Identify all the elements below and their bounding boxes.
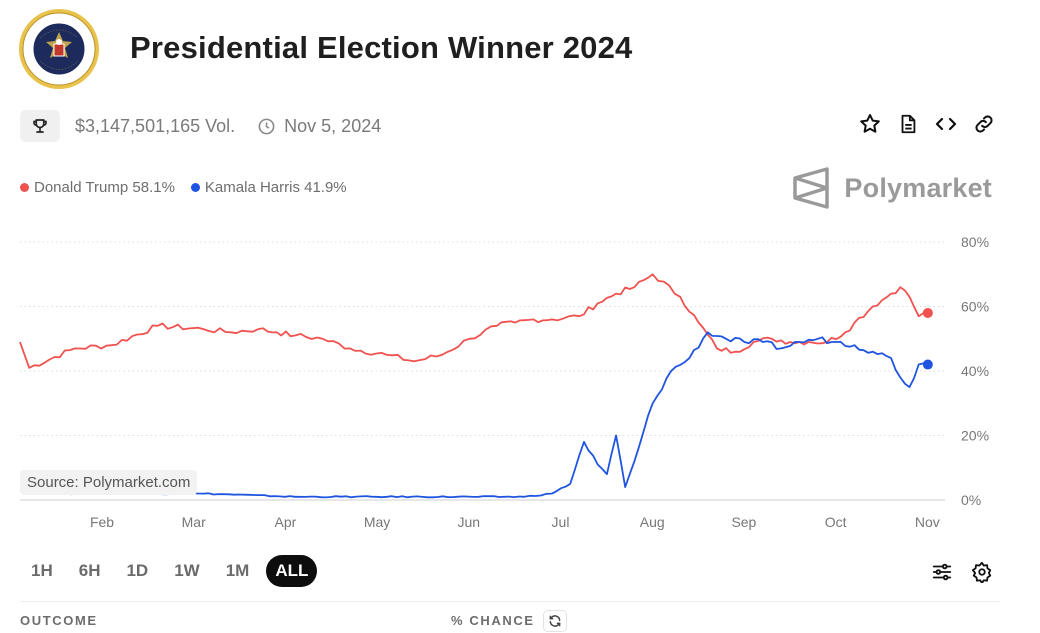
x-tick-label: Nov <box>915 514 940 530</box>
range-button-1w[interactable]: 1W <box>174 561 200 580</box>
y-tick-label: 20% <box>961 428 989 444</box>
star-icon <box>860 114 880 133</box>
series-line-donald-trump <box>19 273 928 369</box>
brand-name: Polymarket <box>844 172 992 203</box>
clock-icon <box>258 118 275 134</box>
legend-item-harris: Kamala Harris 41.9% <box>190 179 347 196</box>
x-tick-label: May <box>364 514 390 530</box>
y-tick-label: 40% <box>961 363 989 379</box>
polymarket-logo-icon <box>793 167 830 209</box>
rules-button[interactable] <box>896 112 920 136</box>
chart-legend: Donald Trump 58.1% Kamala Harris 41.9% <box>20 179 347 196</box>
y-tick-label: 60% <box>961 299 989 315</box>
embed-button[interactable] <box>934 112 958 136</box>
market-actions <box>858 112 996 136</box>
range-button-1h[interactable]: 1H <box>31 561 53 580</box>
time-range-selector: 1H 6H 1D 1W 1M ALL <box>22 555 318 587</box>
source-label: Source: Polymarket.com <box>20 470 198 495</box>
sliders-icon <box>932 563 952 581</box>
link-icon <box>975 115 993 133</box>
legend-dot <box>20 183 29 192</box>
x-tick-label: Feb <box>90 514 114 530</box>
legend-label: Donald Trump 58.1% <box>34 179 175 196</box>
range-button-1m[interactable]: 1M <box>225 561 250 580</box>
market-meta: $3,147,501,165 Vol. Nov 5, 2024 <box>20 110 381 142</box>
legend-item-trump: Donald Trump 58.1% <box>20 179 175 196</box>
end-date-text: Nov 5, 2024 <box>284 115 382 136</box>
series-endpoint-kamala-harris <box>922 359 933 370</box>
refresh-icon <box>549 615 561 627</box>
chart-filters-button[interactable] <box>930 560 954 584</box>
range-button-all[interactable]: ALL <box>266 555 318 587</box>
legend-dot <box>190 183 200 192</box>
x-tick-label: Mar <box>182 514 206 530</box>
section-divider <box>20 601 1000 602</box>
document-icon <box>901 114 916 134</box>
trophy-button[interactable] <box>20 110 60 142</box>
x-tick-label: Apr <box>275 514 297 530</box>
y-tick-label: 0% <box>961 492 981 508</box>
legend-label: Kamala Harris 41.9% <box>204 179 347 196</box>
x-tick-label: Sep <box>731 514 756 530</box>
end-date: Nov 5, 2024 <box>257 116 381 137</box>
x-tick-label: Jul <box>552 514 570 530</box>
outcome-column-header: OUTCOME <box>20 613 98 628</box>
x-tick-label: Aug <box>640 514 665 530</box>
range-button-6h[interactable]: 6H <box>78 561 101 580</box>
refresh-button[interactable] <box>543 610 567 632</box>
code-icon <box>935 117 957 131</box>
range-button-1d[interactable]: 1D <box>126 561 149 580</box>
x-tick-label: Oct <box>825 514 847 530</box>
gear-icon <box>971 561 992 583</box>
trophy-icon <box>33 119 47 133</box>
volume-text: $3,147,501,165 Vol. <box>75 115 236 136</box>
chance-column-header: % CHANCE <box>451 613 535 628</box>
brand-watermark: Polymarket <box>792 166 992 210</box>
price-chart[interactable]: 80% 60% 40% 20% 0% Feb Mar Apr May Jun Jul Aug Sep Oc… <box>0 225 1000 540</box>
y-tick-label: 80% <box>961 234 989 250</box>
series-endpoint-donald-trump <box>922 307 933 318</box>
x-tick-label: Jun <box>458 514 481 530</box>
favorite-button[interactable] <box>858 112 882 136</box>
copy-link-button[interactable] <box>972 112 996 136</box>
presidential-seal-icon <box>18 8 100 90</box>
chart-settings-button[interactable] <box>970 560 994 584</box>
page-title: Presidential Election Winner 2024 <box>130 30 633 65</box>
